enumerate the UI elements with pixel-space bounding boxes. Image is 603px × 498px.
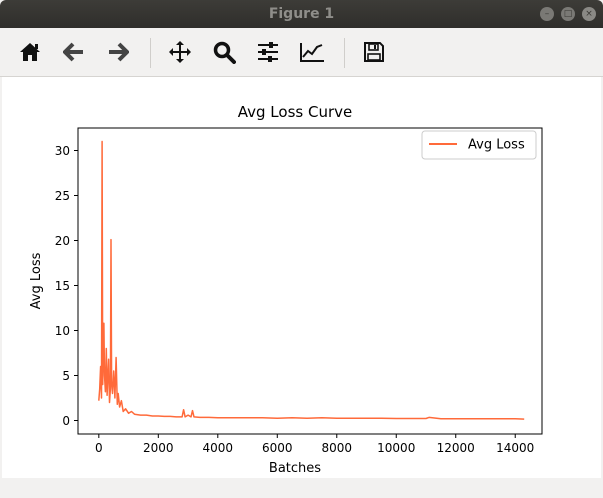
edit-axis-button[interactable] [296, 36, 328, 68]
edit-axis-icon [300, 43, 324, 62]
y-tick-label: 20 [55, 234, 70, 248]
status-bar [0, 478, 603, 498]
x-tick-label: 8000 [321, 441, 352, 455]
forward-button[interactable] [102, 36, 134, 68]
pan-button[interactable] [164, 36, 196, 68]
avg-loss-series-line [98, 140, 525, 420]
navigation-toolbar [0, 28, 603, 77]
configure-subplots-button[interactable] [252, 36, 284, 68]
zoom-button[interactable] [208, 36, 240, 68]
y-axis-label: Avg Loss [29, 252, 44, 309]
back-button[interactable] [58, 36, 90, 68]
save-button[interactable] [358, 36, 390, 68]
x-axis-label: Batches [269, 461, 321, 476]
toolbar-separator [344, 38, 345, 68]
line-chart: Avg Loss Curve 0 2000 4000 6000 8000 10000 120… [29, 103, 543, 476]
toolbar-separator [150, 38, 151, 68]
figure-canvas[interactable]: Avg Loss Curve 0 2000 4000 6000 8000 10000 120… [2, 77, 601, 478]
x-tick-label: 4000 [203, 441, 234, 455]
legend-label: Avg Loss [468, 138, 525, 153]
home-button[interactable] [14, 36, 46, 68]
y-axis: 0 5 10 15 20 25 30 [55, 144, 78, 428]
x-tick-label: 6000 [262, 441, 293, 455]
window-title: Figure 1 [268, 6, 335, 22]
x-tick-label: 12000 [437, 441, 475, 455]
chart-title: Avg Loss Curve [238, 103, 352, 121]
back-arrow-icon [63, 42, 83, 62]
configure-subplots-icon [258, 42, 278, 62]
save-floppy-icon [364, 42, 384, 62]
legend: Avg Loss [421, 130, 537, 160]
x-axis: 0 2000 4000 6000 8000 10000 12000 14000 [95, 434, 534, 455]
y-tick-label: 0 [62, 414, 70, 428]
pan-move-icon [169, 41, 191, 63]
close-window-button[interactable]: × [582, 7, 596, 21]
x-tick-label: 10000 [377, 441, 415, 455]
y-tick-label: 5 [62, 369, 70, 383]
x-tick-label: 0 [95, 441, 103, 455]
plot-area [77, 127, 543, 435]
y-tick-label: 30 [55, 144, 70, 158]
x-tick-label: 2000 [143, 441, 174, 455]
y-tick-label: 25 [55, 189, 70, 203]
maximize-window-button[interactable]: □ [561, 7, 575, 21]
zoom-magnifier-icon [213, 41, 236, 64]
home-icon [20, 43, 40, 61]
legend-box [421, 130, 537, 160]
forward-arrow-icon [109, 42, 129, 62]
x-tick-label: 14000 [496, 441, 534, 455]
minimize-window-button[interactable]: – [540, 7, 554, 21]
y-tick-label: 15 [55, 279, 70, 293]
window-titlebar: – □ × Figure 1 [0, 0, 603, 28]
y-tick-label: 10 [55, 324, 70, 338]
